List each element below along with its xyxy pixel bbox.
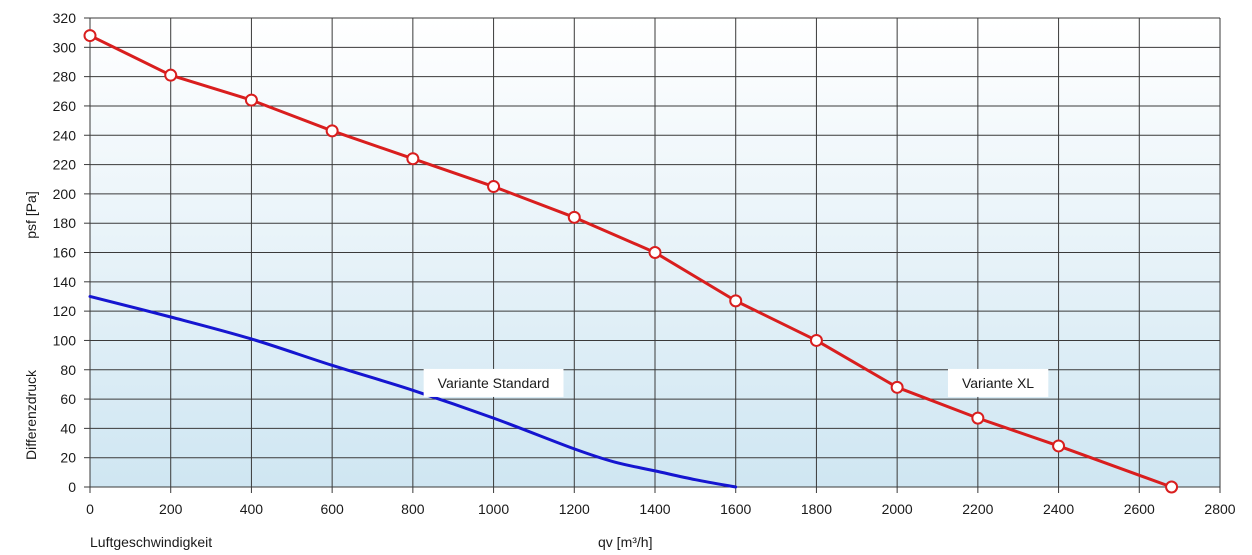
y-tick-label: 220	[53, 157, 77, 173]
x-tick-label: 200	[159, 501, 183, 517]
x-tick-label: 1000	[478, 501, 509, 517]
y-tick-label: 240	[53, 127, 77, 143]
y-tick-label: 20	[60, 450, 76, 466]
y-tick-label: 0	[68, 479, 76, 495]
data-point-marker	[729, 294, 743, 308]
data-point-marker	[487, 180, 501, 194]
x-tick-label: 800	[401, 501, 425, 517]
x-tick-label: 1400	[639, 501, 670, 517]
y-tick-label: 120	[53, 303, 77, 319]
y-tick-label: 80	[60, 362, 76, 378]
grid	[89, 17, 1221, 488]
x-axis-title-left: Luftgeschwindigkeit	[90, 534, 212, 550]
y-tick-label: 320	[53, 10, 77, 26]
y-axis-title-secondary: Differenzdruck	[23, 369, 39, 460]
series-markers	[83, 29, 1179, 494]
data-point-marker	[1165, 480, 1179, 494]
y-tick-label: 280	[53, 69, 77, 85]
series-label-box	[423, 368, 564, 397]
data-point-marker	[83, 29, 97, 43]
series-label-1: Variante XL	[947, 368, 1049, 397]
data-point-marker	[406, 152, 420, 166]
y-tick-label: 300	[53, 39, 77, 55]
y-tick-label: 200	[53, 186, 77, 202]
series-lines	[88, 34, 1174, 489]
x-tick-label: 400	[240, 501, 264, 517]
y-tick-label: 60	[60, 391, 76, 407]
x-axis-title-units: qv [m³/h]	[598, 534, 652, 550]
data-point-marker	[1052, 439, 1066, 453]
x-tick-label: 2400	[1043, 501, 1074, 517]
x-tick-label: 600	[320, 501, 344, 517]
series-label-0: Variante Standard	[423, 368, 564, 397]
y-tick-label: 180	[53, 215, 77, 231]
data-point-marker	[971, 411, 985, 425]
x-tick-label: 2800	[1204, 501, 1235, 517]
data-point-marker	[890, 380, 904, 394]
data-point-marker	[567, 210, 581, 224]
series-labels: Variante Standard Variante XL	[423, 368, 1049, 397]
x-tick-label: 2600	[1124, 501, 1155, 517]
y-tick-label: 140	[53, 274, 77, 290]
x-tick-label: 2200	[962, 501, 993, 517]
series-label-text: Variante Standard	[438, 375, 550, 391]
x-tick-label: 2000	[882, 501, 913, 517]
x-tick-label: 0	[86, 501, 94, 517]
y-tick-label: 260	[53, 98, 77, 114]
x-tick-label: 1600	[720, 501, 751, 517]
series-line-0	[88, 294, 738, 489]
y-axis-title-main: psf [Pa]	[23, 191, 39, 238]
series-line-1	[88, 34, 1174, 489]
y-tick-label: 100	[53, 332, 77, 348]
y-tick-label: 40	[60, 420, 76, 436]
x-tick-label: 1200	[559, 501, 590, 517]
data-point-marker	[244, 93, 258, 107]
x-tick-label: 1800	[801, 501, 832, 517]
series-label-box	[947, 368, 1049, 397]
series-label-text: Variante XL	[962, 375, 1034, 391]
y-tick-label: 160	[53, 245, 77, 261]
data-point-marker	[809, 333, 823, 347]
tick-labels: 0 20 40 60 80 100 120 140 160 180 200 220 240 260 280 3…	[53, 10, 1236, 517]
data-point-marker	[325, 124, 339, 138]
data-point-marker	[164, 68, 178, 82]
data-point-marker	[648, 246, 662, 259]
